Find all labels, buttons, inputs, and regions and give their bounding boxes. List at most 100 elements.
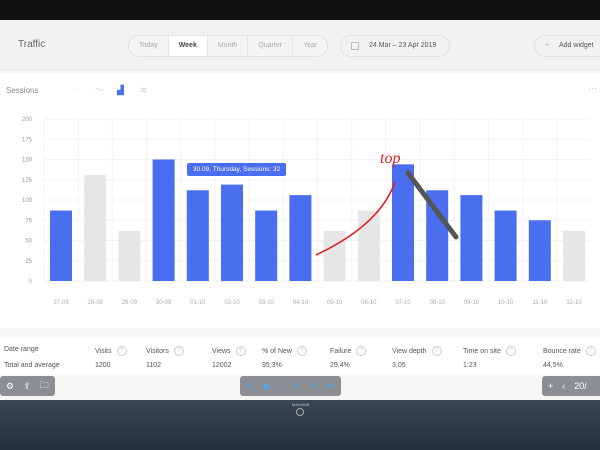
x-tick-label: 11-10 [532,300,548,306]
widget-title: Sessions [6,86,39,95]
line-chart-icon[interactable]: 〜 [95,85,105,95]
share-icon[interactable]: ⇪ [23,380,31,391]
total-cell: 1:23 [463,362,477,369]
help-icon[interactable]: ? [356,346,367,356]
folder-icon[interactable]: 🗀 [39,380,49,390]
column-header: Time on site? [463,346,516,356]
top-bezel [0,0,600,20]
tab-month[interactable]: Month [208,36,249,56]
y-tick-label: 175 [22,137,33,143]
page-title: Traffic [18,39,46,50]
home-button[interactable] [296,408,304,416]
date-range-label: 24 Mar – 23 Apr 2019 [369,42,437,49]
prev-page-icon[interactable]: ‹ [562,381,566,391]
y-tick-label: 75 [25,218,32,224]
column-header: Failure? [330,346,367,356]
bar-04-10[interactable] [289,195,312,281]
stats-table: Date range Total and average Visits? 1200 Vi… [0,338,600,374]
bar-09-10[interactable] [460,195,483,281]
add-widget-label: Add widget [559,42,594,49]
x-tick-label: 03-10 [259,300,275,306]
date-range-picker[interactable]: 24 Mar – 23 Apr 2019 [340,35,450,57]
bar-10-10[interactable] [494,210,517,281]
x-tick-label: 30-09 [156,300,172,306]
bar-27-09[interactable] [50,210,72,281]
settings-icon[interactable]: ⚙ [6,380,15,391]
column-header: Visitors? [146,346,184,356]
annotation-text: top [380,150,400,167]
bar-02-10[interactable] [221,184,243,281]
x-tick-label: 07-10 [395,300,411,306]
page-toolbar: + ‹ 20/ [542,376,600,396]
y-tick-label: 0 [29,279,33,285]
bar-29-09[interactable] [118,230,141,281]
total-cell: 44,5% [543,362,563,369]
total-cell: Total and average [4,362,60,369]
x-tick-label: 29-09 [122,300,138,306]
pen-icon[interactable]: ✎ [246,380,254,391]
help-icon[interactable]: ? [173,346,184,356]
bar-01-10[interactable] [186,190,209,281]
x-tick-label: 05-10 [327,300,343,306]
undo-icon[interactable]: ↶ [292,380,301,391]
help-icon[interactable]: ? [585,346,596,356]
x-tick-label: 10-10 [498,300,514,306]
add-page-icon[interactable]: + [548,381,554,391]
y-tick-label: 150 [22,158,33,164]
bar-30-09[interactable] [152,159,175,282]
help-icon[interactable]: ? [505,346,516,356]
column-header: View depth? [392,346,442,356]
y-tick-label: 50 [25,239,32,245]
bar-06-10[interactable] [357,210,380,281]
bar-03-10[interactable] [255,210,278,281]
total-cell: 1102 [146,362,162,369]
device-bezel: MAXHUB [0,400,600,450]
column-header: Bounce rate? [543,346,596,356]
x-tick-label: 09-10 [464,300,480,306]
chart-tooltip: 30.09, Thursday, Sessions: 32 [187,163,287,176]
left-toolbar: ⚙ ⇪ 🗀 [0,376,55,396]
device-label: MAXHUB [292,402,310,407]
total-cell: 3,05 [392,362,406,369]
tab-year[interactable]: Year [303,42,318,49]
add-widget-button[interactable]: + Add widget [534,35,600,57]
pen-toolbar: ✎ ◆ ◌ ↶ ↷ ••• [240,376,342,396]
bar-11-10[interactable] [528,220,551,281]
annotation-stroke [315,181,396,256]
tab-today[interactable]: Today [129,36,169,56]
column-header: Date range [4,346,39,353]
lasso-icon[interactable]: ◌ [278,381,284,391]
more-icon[interactable]: ••• [325,381,336,391]
tab-week[interactable]: Week [168,36,208,56]
more-icon[interactable]: ··· [588,83,597,93]
help-icon[interactable]: ? [235,346,246,356]
total-cell: 12002 [212,362,232,369]
help-icon[interactable]: ? [431,346,442,356]
page-indicator: 20/ [574,381,587,391]
bar-chart-icon[interactable]: ▟ [117,85,124,95]
period-selector: Today Week Month Quarter Year [128,35,329,57]
tab-quarter[interactable]: Quarter [248,36,294,56]
x-tick-label: 12-10 [566,300,582,306]
bar-05-10[interactable] [323,230,346,281]
sessions-chart: 0 25 50 75 100 125 150 175 200 27-09 28-09 29-09 30-… [22,117,590,306]
total-cell: 95,3% [262,362,282,369]
screen: Traffic Today Week Month Quarter Year 24… [0,20,600,400]
eraser-icon[interactable]: ◆ [262,380,270,391]
bar-07-10[interactable] [392,164,414,281]
bar-28-09[interactable] [84,174,107,281]
bar-08-10[interactable] [426,190,449,281]
area-chart-icon[interactable]: ≋ [140,85,148,95]
total-cell: 29,4% [330,362,350,369]
redo-icon[interactable]: ↷ [309,380,317,391]
donut-icon[interactable]: ◌ [72,85,78,95]
y-tick-label: 125 [22,178,33,184]
total-cell: 1200 [95,362,111,369]
help-icon[interactable]: ? [116,346,127,356]
x-tick-label: 02-10 [224,300,240,306]
x-tick-label: 04-10 [293,300,309,306]
calendar-icon [351,42,359,50]
bar-12-10[interactable] [563,230,585,281]
column-header: % of New? [262,346,307,356]
help-icon[interactable]: ? [296,346,307,356]
